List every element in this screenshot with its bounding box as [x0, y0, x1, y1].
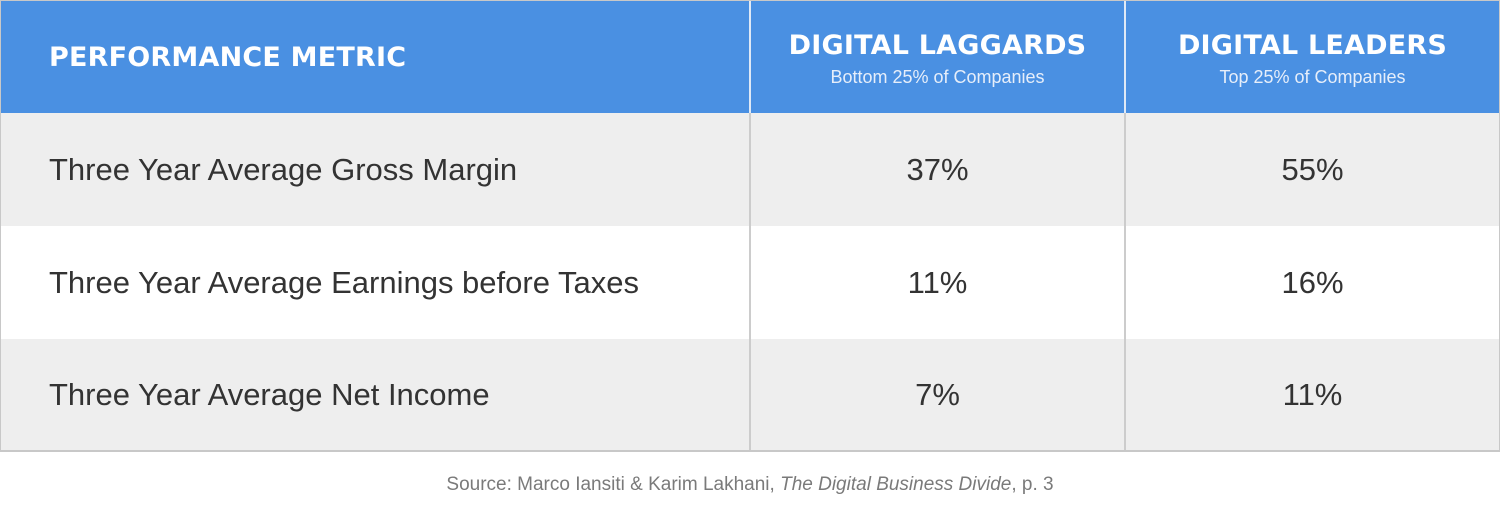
source-work-title: The Digital Business Divide [780, 474, 1012, 495]
leaders-value: 55% [1281, 151, 1344, 187]
leaders-cell: 55% [1124, 113, 1499, 226]
comparison-table: PERFORMANCE METRIC DIGITAL LAGGARDS Bott… [0, 0, 1500, 452]
table-row: Three Year Average Earnings before Taxes… [1, 226, 1499, 339]
header-cell-laggards: DIGITAL LAGGARDS Bottom 25% of Companies [749, 1, 1124, 113]
metric-label: Three Year Average Gross Margin [49, 151, 518, 187]
header-cell-metric: PERFORMANCE METRIC [1, 1, 749, 113]
source-suffix: , p. 3 [1011, 474, 1054, 495]
laggards-cell: 11% [749, 226, 1124, 339]
header-leaders-subtitle: Top 25% of Companies [1219, 67, 1406, 87]
laggards-cell: 7% [749, 339, 1124, 450]
source-caption: Source: Marco Iansiti & Karim Lakhani, T… [0, 474, 1500, 496]
laggards-cell: 37% [749, 113, 1124, 226]
laggards-value: 11% [907, 264, 968, 300]
source-prefix: Source: Marco Iansiti & Karim Lakhani, [446, 474, 781, 495]
leaders-cell: 16% [1124, 226, 1499, 339]
table-header-row: PERFORMANCE METRIC DIGITAL LAGGARDS Bott… [1, 1, 1499, 113]
leaders-cell: 11% [1124, 339, 1499, 450]
header-laggards-title: DIGITAL LAGGARDS [788, 30, 1087, 61]
table-row: Three Year Average Gross Margin 37% 55% [1, 113, 1499, 226]
header-laggards-subtitle: Bottom 25% of Companies [830, 67, 1045, 87]
header-leaders-title: DIGITAL LEADERS [1177, 30, 1448, 61]
metric-label: Three Year Average Net Income [49, 376, 490, 412]
laggards-value: 7% [915, 376, 960, 412]
metric-cell: Three Year Average Earnings before Taxes [1, 226, 749, 339]
leaders-value: 16% [1281, 264, 1344, 300]
laggards-value: 37% [906, 151, 969, 187]
metric-cell: Three Year Average Net Income [1, 339, 749, 450]
leaders-value: 11% [1282, 376, 1343, 412]
table-row: Three Year Average Net Income 7% 11% [1, 339, 1499, 450]
metric-cell: Three Year Average Gross Margin [1, 113, 749, 226]
header-cell-leaders: DIGITAL LEADERS Top 25% of Companies [1124, 1, 1499, 113]
header-metric-title: PERFORMANCE METRIC [49, 41, 407, 73]
metric-label: Three Year Average Earnings before Taxes [49, 264, 639, 300]
